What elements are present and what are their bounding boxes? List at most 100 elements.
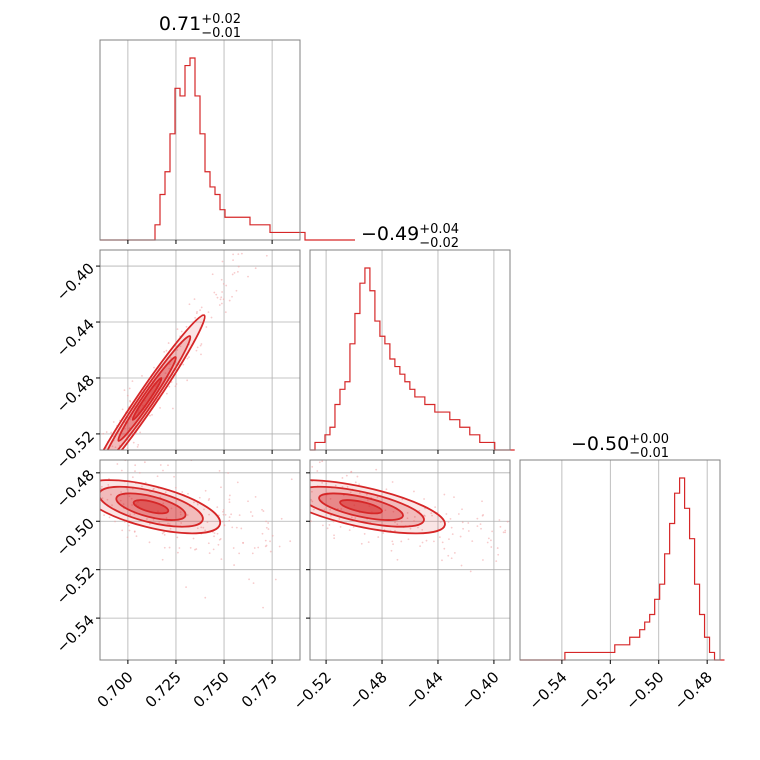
- sample-point: [178, 547, 181, 549]
- sample-point: [111, 504, 113, 507]
- sample-point: [44, 471, 46, 473]
- sample-point: [90, 469, 92, 471]
- sample-point: [40, 549, 42, 551]
- sample-point: [205, 326, 208, 328]
- sample-point: [165, 392, 168, 395]
- sample-point: [95, 518, 97, 520]
- sample-point: [110, 493, 112, 496]
- sample-point: [289, 540, 292, 543]
- sample-point: [45, 448, 47, 450]
- sample-point: [84, 495, 86, 497]
- sample-point: [356, 475, 359, 478]
- y-tick-label: −0.52: [53, 427, 98, 472]
- sample-point: [329, 508, 332, 511]
- sample-point: [167, 522, 169, 525]
- sample-point: [130, 416, 133, 418]
- sample-point: [196, 503, 199, 506]
- sample-point: [107, 453, 109, 455]
- sample-point: [132, 441, 135, 444]
- sample-point: [266, 231, 268, 233]
- sample-point: [173, 475, 175, 478]
- sample-point: [311, 465, 314, 468]
- sample-point: [233, 564, 236, 566]
- sample-point: [222, 510, 224, 513]
- sample-point: [67, 516, 69, 518]
- sample-point: [211, 273, 214, 276]
- sample-point: [167, 342, 170, 344]
- sample-point: [188, 356, 190, 359]
- sample-point: [104, 456, 106, 458]
- sample-point: [128, 387, 131, 390]
- sample-point: [233, 271, 236, 274]
- sample-point: [476, 525, 479, 528]
- sample-point: [257, 493, 259, 495]
- sample-point: [96, 502, 98, 504]
- sample-point: [224, 311, 227, 314]
- sample-point: [453, 552, 456, 554]
- sample-point: [264, 539, 267, 542]
- sample-point: [269, 540, 271, 543]
- sample-point: [235, 495, 237, 497]
- sample-point: [248, 578, 250, 581]
- sample-point: [254, 495, 257, 498]
- sample-point: [199, 491, 201, 493]
- sample-point: [98, 455, 100, 457]
- sample-point: [107, 483, 110, 486]
- sample-point: [235, 526, 238, 529]
- sample-point: [217, 543, 220, 546]
- sample-point: [265, 526, 268, 529]
- sample-point: [216, 506, 219, 509]
- sample-point: [340, 508, 343, 510]
- sample-point: [39, 461, 41, 463]
- sample-point: [230, 513, 233, 516]
- sample-point: [321, 481, 324, 484]
- sample-point: [131, 380, 134, 382]
- sample-point: [656, 568, 658, 570]
- sample-point: [165, 517, 168, 519]
- sample-point: [196, 311, 198, 313]
- sample-point: [224, 506, 226, 508]
- sample-point: [310, 499, 313, 501]
- sample-point: [101, 497, 104, 500]
- x-tick-label: −0.40: [458, 668, 503, 713]
- sample-point: [224, 513, 227, 516]
- sample-point: [339, 525, 342, 528]
- sample-point: [290, 478, 293, 481]
- sample-point: [298, 500, 300, 502]
- sample-point: [227, 472, 229, 474]
- sample-point: [261, 508, 263, 511]
- sample-point: [343, 546, 345, 548]
- sample-point: [269, 550, 272, 553]
- sample-point: [413, 520, 415, 522]
- sample-point: [111, 445, 114, 448]
- sample-point: [80, 507, 82, 509]
- sample-point: [174, 486, 177, 489]
- sample-point: [329, 497, 332, 500]
- sample-point: [384, 509, 387, 512]
- sample-point: [167, 464, 169, 467]
- sample-point: [306, 161, 308, 163]
- sample-point: [179, 511, 182, 514]
- y-tick-label: −0.54: [53, 611, 98, 656]
- sample-point: [199, 344, 202, 347]
- sample-point: [238, 514, 241, 517]
- sample-point: [119, 499, 122, 502]
- sample-point: [41, 547, 43, 549]
- sample-point: [186, 484, 188, 486]
- sample-point: [237, 253, 240, 256]
- sample-point: [239, 491, 241, 493]
- sample-point: [174, 385, 177, 388]
- sample-point: [334, 484, 337, 487]
- sample-point: [461, 521, 464, 524]
- sample-point: [52, 539, 54, 541]
- sample-point: [144, 481, 147, 484]
- sample-point: [123, 389, 126, 392]
- sample-point: [346, 486, 349, 488]
- sample-point: [163, 546, 166, 549]
- sample-point: [54, 532, 56, 534]
- sample-point: [242, 513, 244, 515]
- sample-point: [41, 514, 43, 516]
- sample-point: [108, 516, 111, 519]
- sample-point: [333, 537, 336, 540]
